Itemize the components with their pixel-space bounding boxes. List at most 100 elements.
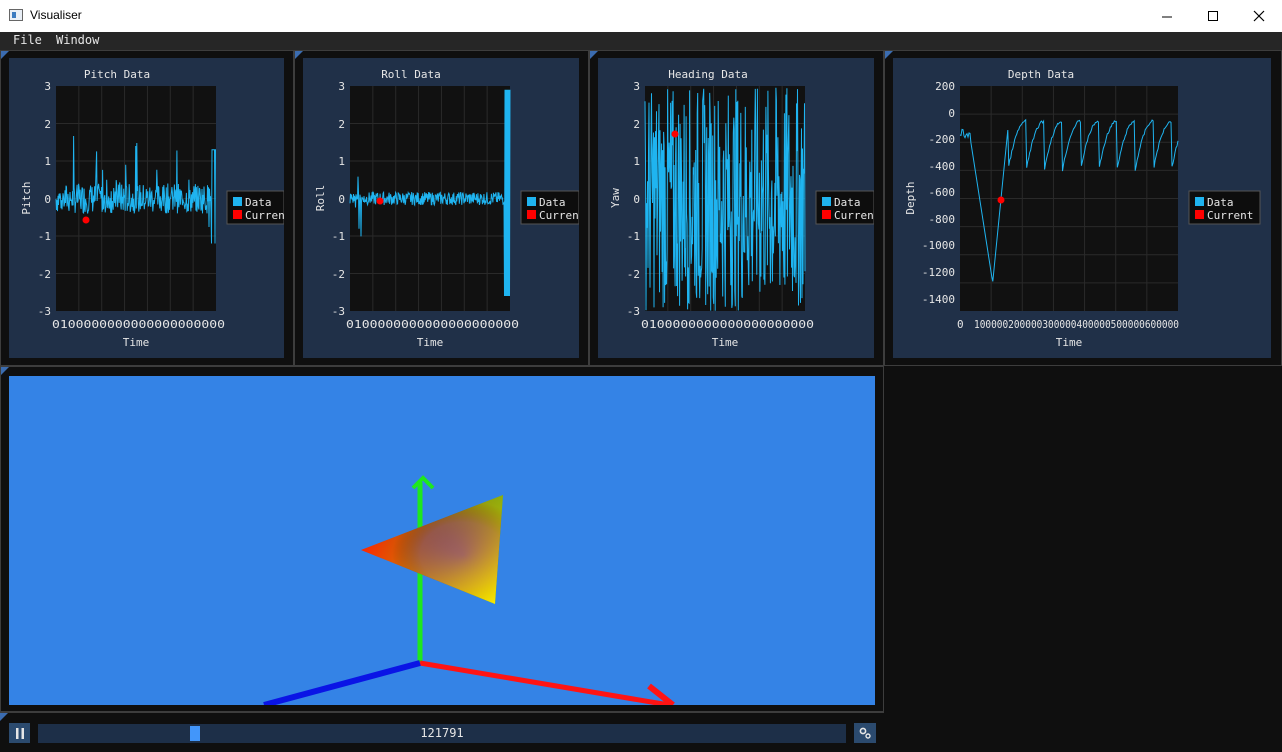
legend-data-label: Data <box>834 196 861 209</box>
y-tick-label: 0 <box>44 193 51 206</box>
title-bar: Visualiser <box>0 0 1282 32</box>
x-tick-labels: 100000200000300000400000500000600000 <box>974 318 1179 331</box>
y-tick-label: 2 <box>338 118 345 131</box>
y-tick-label: 1 <box>338 155 345 168</box>
y-tick-label: -600 <box>929 186 956 199</box>
current-marker <box>671 130 679 138</box>
y-tick-label: 1 <box>44 155 51 168</box>
y-tick-label: 2 <box>44 118 51 131</box>
slider-grab[interactable] <box>190 726 200 741</box>
legend-current-swatch <box>1195 210 1204 219</box>
legend: Data Current <box>226 190 284 225</box>
y-tick-label: 0 <box>948 107 955 120</box>
y-tick-label: -3 <box>627 305 640 318</box>
legend-current-swatch <box>233 210 242 219</box>
data-series-line <box>959 118 1179 282</box>
frame-value: 121791 <box>420 726 464 740</box>
y-tick-label: 3 <box>338 80 345 93</box>
resize-corner-icon[interactable] <box>885 51 893 59</box>
pyramid-face-highlight <box>361 495 503 604</box>
y-tick-label: -1200 <box>922 266 955 279</box>
y-tick-label: -800 <box>929 213 956 226</box>
current-marker <box>82 216 90 224</box>
y-tick-label: -1 <box>627 230 640 243</box>
legend-current-label: Current <box>245 209 284 222</box>
y-tick-label: 3 <box>633 80 640 93</box>
legend-current-label: Current <box>834 209 874 222</box>
data-series-line <box>55 135 216 244</box>
plot-title: Depth Data <box>1008 68 1074 81</box>
app-icon <box>9 9 23 21</box>
playback-bar: 121791 <box>0 712 884 752</box>
legend-data-label: Data <box>245 196 272 209</box>
x-tick-labels: 0100000000000000000000 <box>52 318 225 331</box>
minimize-button[interactable] <box>1144 0 1190 32</box>
resize-corner-icon[interactable] <box>295 51 303 59</box>
x-axis-label: Time <box>1056 336 1083 349</box>
legend-current-swatch <box>822 210 831 219</box>
pause-icon <box>15 727 24 739</box>
resize-corner-icon[interactable] <box>1 367 9 375</box>
heading-plot[interactable]: Heading Data 3 2 1 0 -1 -2 -3 0100000000… <box>598 58 874 358</box>
y-axis-label: Yaw <box>609 188 622 208</box>
y-tick-label: 3 <box>44 80 51 93</box>
pause-button[interactable] <box>9 723 30 743</box>
x-axis-arrowhead <box>647 683 675 705</box>
y-axis-label: Pitch <box>20 181 33 214</box>
close-button[interactable] <box>1236 0 1282 32</box>
3d-viewport[interactable] <box>9 376 875 705</box>
settings-button[interactable] <box>854 723 876 743</box>
y-tick-label: -1400 <box>922 293 955 306</box>
data-series-line <box>349 89 511 297</box>
y-tick-label: -2 <box>332 268 345 281</box>
y-tick-label: 2 <box>633 118 640 131</box>
legend-data-swatch <box>527 197 536 206</box>
legend-current-swatch <box>527 210 536 219</box>
minimize-icon <box>1161 16 1172 17</box>
y-tick-label: -2 <box>38 268 51 281</box>
resize-corner-icon[interactable] <box>590 51 598 59</box>
legend-data-swatch <box>1195 197 1204 206</box>
close-icon <box>1253 10 1265 22</box>
current-marker <box>376 197 384 205</box>
legend: Data Current <box>1188 190 1261 225</box>
plot-title: Roll Data <box>381 68 441 81</box>
y-tick-label: -1 <box>38 230 51 243</box>
x-axis-label: Time <box>417 336 444 349</box>
maximize-button[interactable] <box>1190 0 1236 32</box>
y-tick-label: 0 <box>633 193 640 206</box>
depth-plot[interactable]: Depth Data 200 0 -200 -400 -600 -800 -10… <box>893 58 1271 358</box>
y-tick-label: -2 <box>627 268 640 281</box>
pitch-plot[interactable]: Pitch Data 3 2 1 0 -1 -2 -3 010000000000… <box>9 58 284 358</box>
menu-bar: File Window <box>0 32 1282 50</box>
y-tick-label: -400 <box>929 160 956 173</box>
legend-current-label: Current <box>1207 209 1253 222</box>
plot-title: Heading Data <box>668 68 747 81</box>
x-axis-label: Time <box>123 336 150 349</box>
x-tick-label: 0 <box>957 318 964 331</box>
resize-corner-icon[interactable] <box>1 51 9 59</box>
menu-file[interactable]: File <box>13 33 42 47</box>
y-tick-label: -200 <box>929 133 956 146</box>
y-tick-label: -3 <box>38 305 51 318</box>
roll-plot[interactable]: Roll Data 3 2 1 0 -1 -2 -3 0100000000000… <box>303 58 579 358</box>
resize-corner-icon[interactable] <box>0 713 8 721</box>
window-title: Visualiser <box>30 8 82 22</box>
x-axis-label: Time <box>712 336 739 349</box>
legend-current-label: Current <box>539 209 579 222</box>
gear-icon <box>859 727 871 739</box>
y-tick-label: -1 <box>332 230 345 243</box>
legend-data-swatch <box>233 197 242 206</box>
legend-data-swatch <box>822 197 831 206</box>
timeline-slider[interactable]: 121791 <box>38 724 846 743</box>
y-axis-label: Depth <box>904 181 917 214</box>
plot-title: Pitch Data <box>84 68 150 81</box>
y-tick-label: 200 <box>935 80 955 93</box>
x-tick-labels: 0100000000000000000000 <box>346 318 519 331</box>
x-tick-labels: 0100000000000000000000 <box>641 318 814 331</box>
maximize-icon <box>1207 10 1218 21</box>
y-axis-arrowhead <box>411 475 435 490</box>
y-tick-label: -3 <box>332 305 345 318</box>
menu-window[interactable]: Window <box>56 33 100 47</box>
legend: Data Current <box>520 190 579 225</box>
